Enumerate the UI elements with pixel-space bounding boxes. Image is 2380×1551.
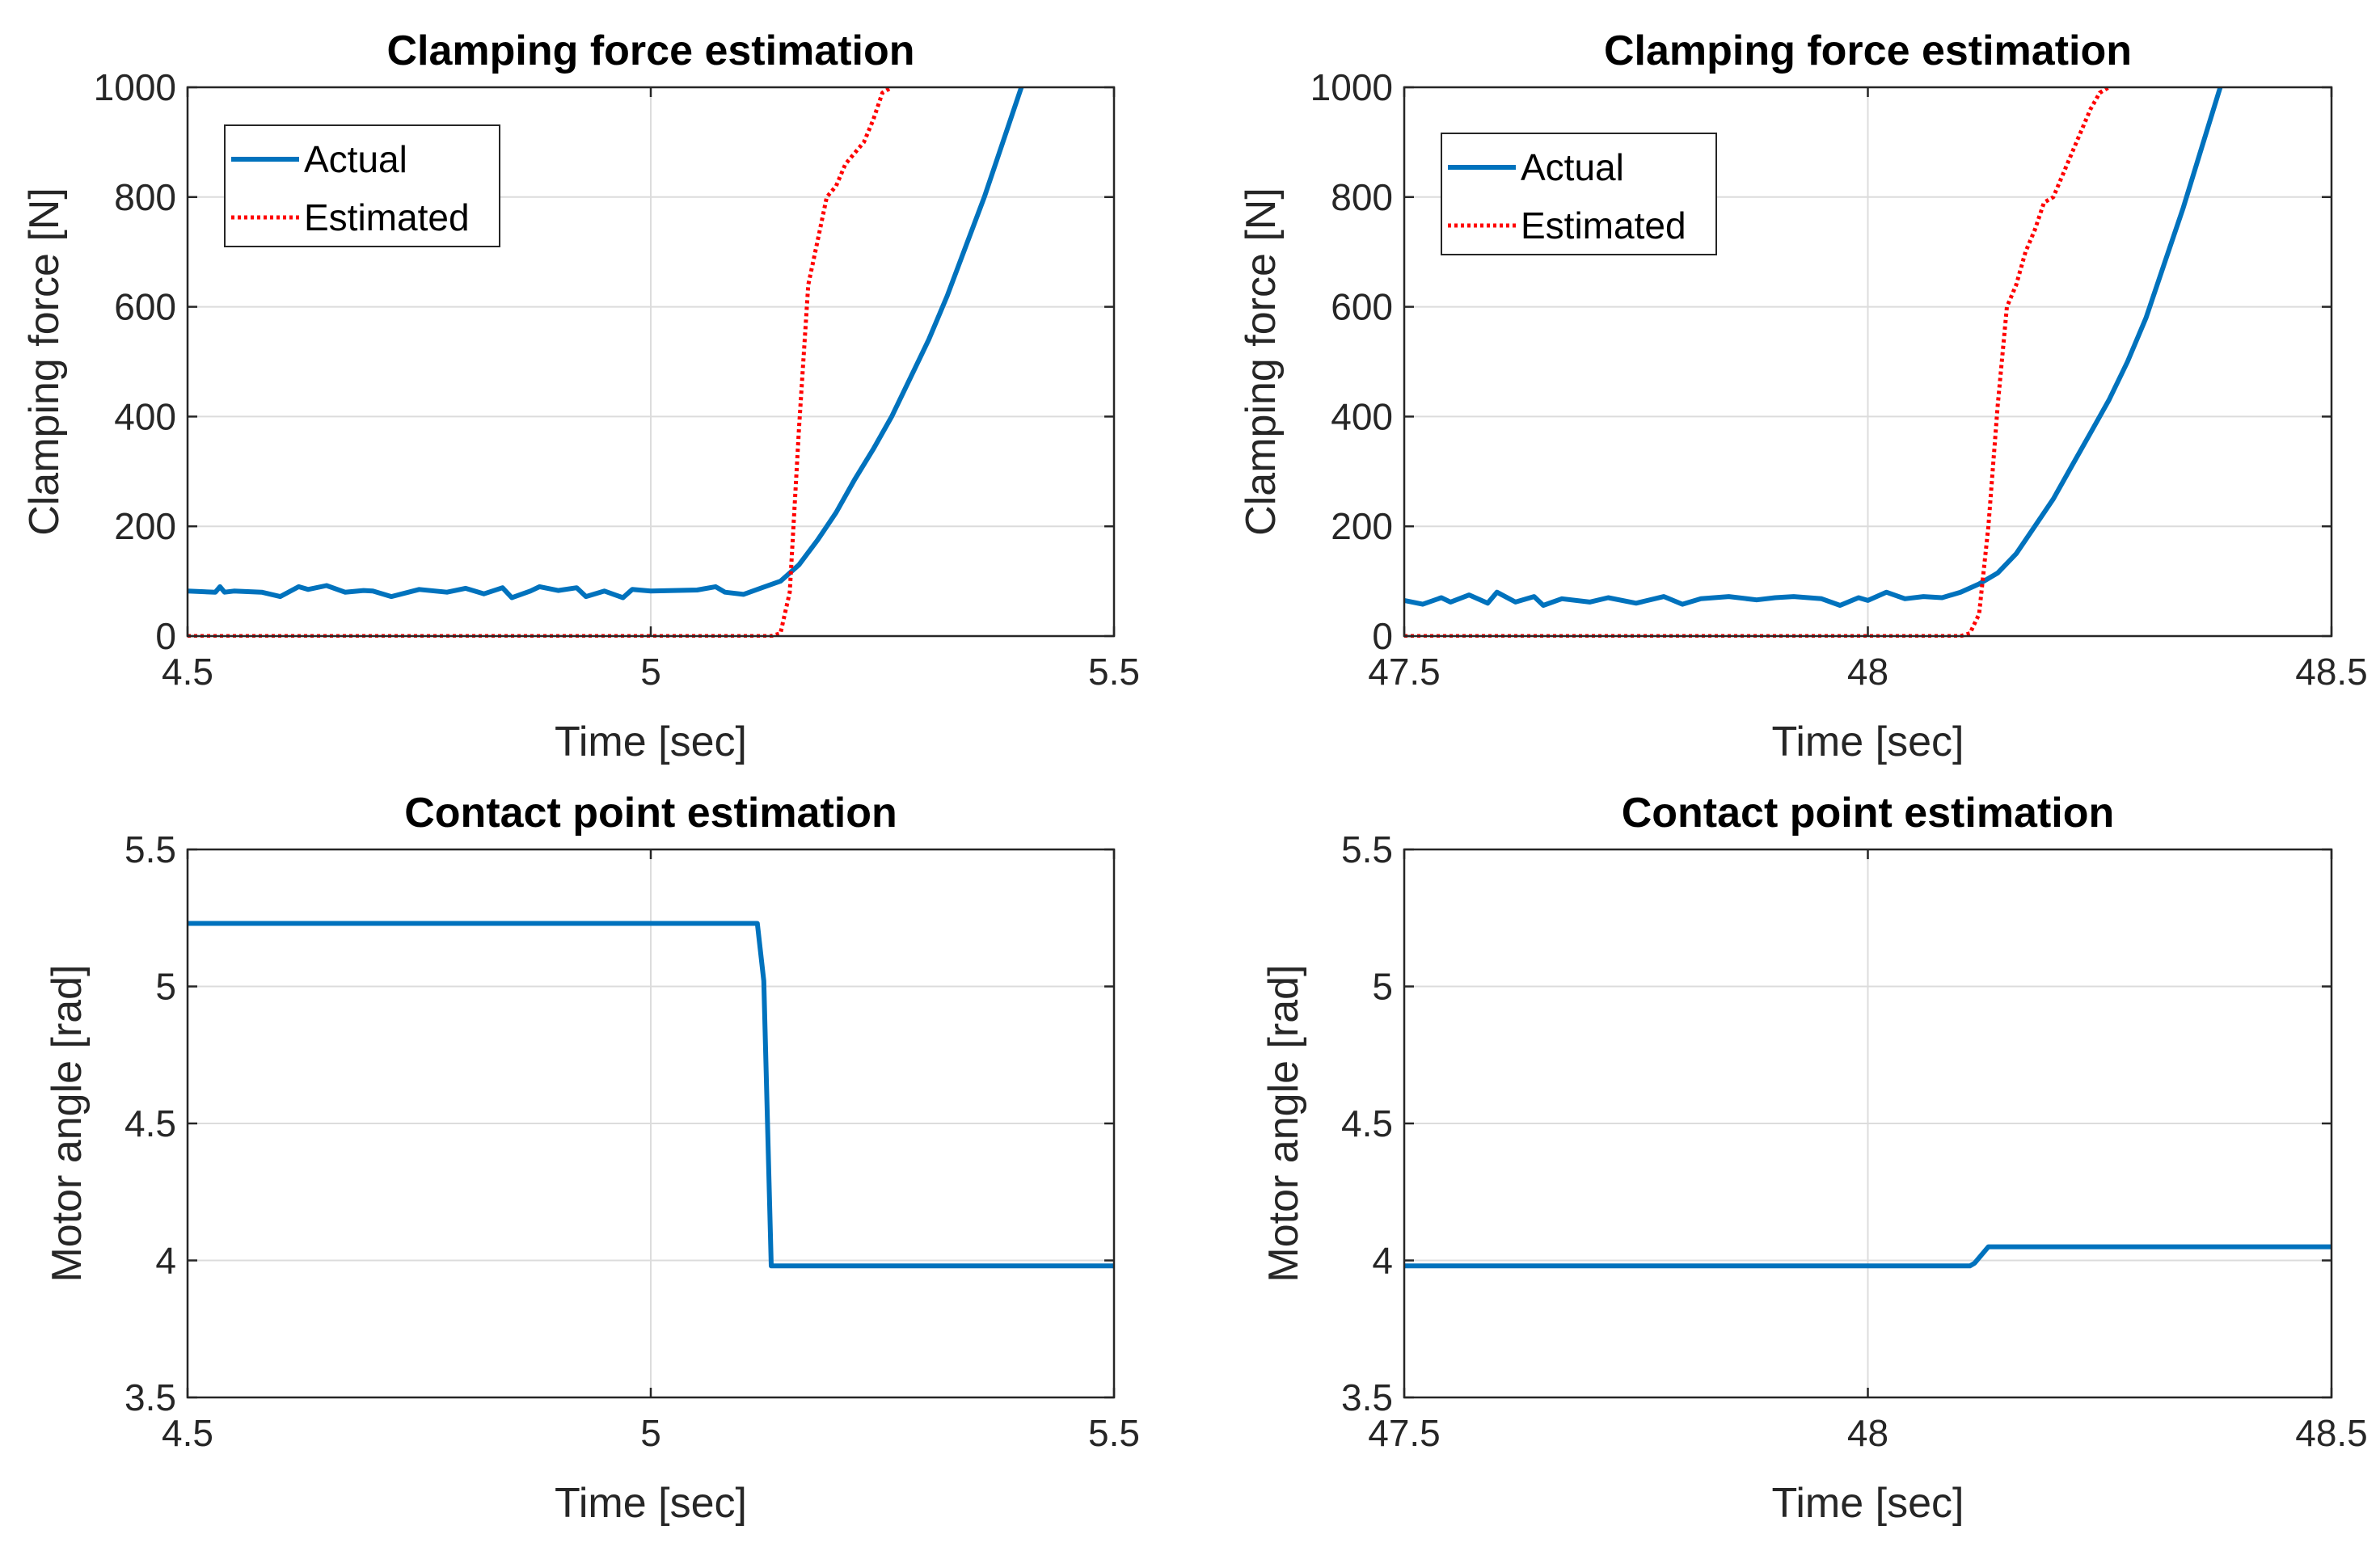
y-tick-label: 4.5 bbox=[124, 1102, 176, 1144]
x-tick-label: 48 bbox=[1847, 651, 1888, 693]
chart-title: Contact point estimation bbox=[1622, 790, 2115, 837]
chart-title: Clamping force estimation bbox=[387, 27, 915, 74]
legend-label-estimated: Estimated bbox=[1521, 204, 1686, 247]
y-axis-label: Motor angle [rad] bbox=[44, 964, 91, 1282]
chart-panel-4: 47.5 48 48.5 3.5 4 4.5 5 5.5 Contact point estim… bbox=[1260, 790, 2368, 1527]
x-tick-label: 4.5 bbox=[162, 1412, 213, 1454]
y-axis-label: Motor angle [rad] bbox=[1260, 964, 1307, 1282]
x-tick-label: 48 bbox=[1847, 1412, 1888, 1454]
y-tick-label: 5 bbox=[1372, 966, 1393, 1008]
chart-title: Clamping force estimation bbox=[1604, 27, 2132, 74]
y-tick-label: 3.5 bbox=[124, 1376, 176, 1418]
x-tick-label: 47.5 bbox=[1368, 651, 1441, 693]
y-tick-label: 800 bbox=[1331, 176, 1393, 218]
legend-label-estimated: Estimated bbox=[304, 196, 470, 238]
y-tick-label: 400 bbox=[1331, 395, 1393, 437]
x-tick-label: 5.5 bbox=[1088, 1412, 1140, 1454]
y-tick-label: 5.5 bbox=[1341, 828, 1393, 870]
y-tick-label: 0 bbox=[155, 615, 176, 657]
x-axis-label: Time [sec] bbox=[1772, 719, 1964, 765]
legend-box bbox=[1441, 133, 1717, 255]
y-tick-label: 4.5 bbox=[1341, 1102, 1393, 1144]
y-tick-label: 600 bbox=[114, 286, 176, 328]
series-line-contact-point bbox=[1404, 1244, 2331, 1269]
x-tick-label: 48.5 bbox=[2295, 1412, 2368, 1454]
x-tick-label: 4.5 bbox=[162, 651, 213, 693]
legend-box bbox=[224, 124, 500, 247]
chart-panel-1: 4.5 5 5.5 0 200 400 600 800 1000 Clamping force e… bbox=[21, 27, 1140, 765]
y-tick-label: 400 bbox=[114, 395, 176, 437]
series-line-actual bbox=[1404, 86, 2223, 608]
y-tick-label: 1000 bbox=[1310, 66, 1393, 108]
x-axis-label: Time [sec] bbox=[1772, 1480, 1964, 1527]
y-tick-label: 1000 bbox=[94, 66, 176, 108]
x-tick-label: 5 bbox=[640, 651, 661, 693]
y-tick-label: 4 bbox=[155, 1240, 176, 1282]
x-axis-label: Time [sec] bbox=[555, 1480, 747, 1527]
series-line-estimated bbox=[1404, 86, 2110, 638]
x-tick-label: 48.5 bbox=[2295, 651, 2368, 693]
y-axis-label: Clamping force [N] bbox=[1238, 188, 1285, 536]
legend: Actual Estimated bbox=[1441, 133, 1717, 255]
x-tick-label: 47.5 bbox=[1368, 1412, 1441, 1454]
x-tick-label: 5 bbox=[640, 1412, 661, 1454]
chart-panel-3: 4.5 5 5.5 3.5 4 4.5 5 5.5 Contact point estimati… bbox=[44, 790, 1140, 1527]
legend: Actual Estimated bbox=[224, 124, 500, 247]
y-tick-label: 800 bbox=[114, 176, 176, 218]
y-axis-label: Clamping force [N] bbox=[21, 188, 68, 536]
y-tick-label: 200 bbox=[1331, 505, 1393, 547]
series-line-actual bbox=[188, 86, 1024, 601]
y-tick-label: 5 bbox=[155, 966, 176, 1008]
x-tick-label: 5.5 bbox=[1088, 651, 1140, 693]
chart-title: Contact point estimation bbox=[404, 790, 897, 837]
y-tick-label: 600 bbox=[1331, 286, 1393, 328]
chart-panel-2: 47.5 48 48.5 0 200 400 600 800 1000 Clamping forc… bbox=[1238, 27, 2368, 765]
legend-label-actual: Actual bbox=[304, 138, 407, 180]
y-tick-label: 5.5 bbox=[124, 828, 176, 870]
legend-label-actual: Actual bbox=[1521, 146, 1624, 188]
y-tick-label: 3.5 bbox=[1341, 1376, 1393, 1418]
y-tick-label: 4 bbox=[1372, 1240, 1393, 1282]
series-line-contact-point bbox=[188, 921, 1114, 1269]
x-axis-label: Time [sec] bbox=[555, 719, 747, 765]
y-tick-label: 0 bbox=[1372, 615, 1393, 657]
y-tick-label: 200 bbox=[114, 505, 176, 547]
